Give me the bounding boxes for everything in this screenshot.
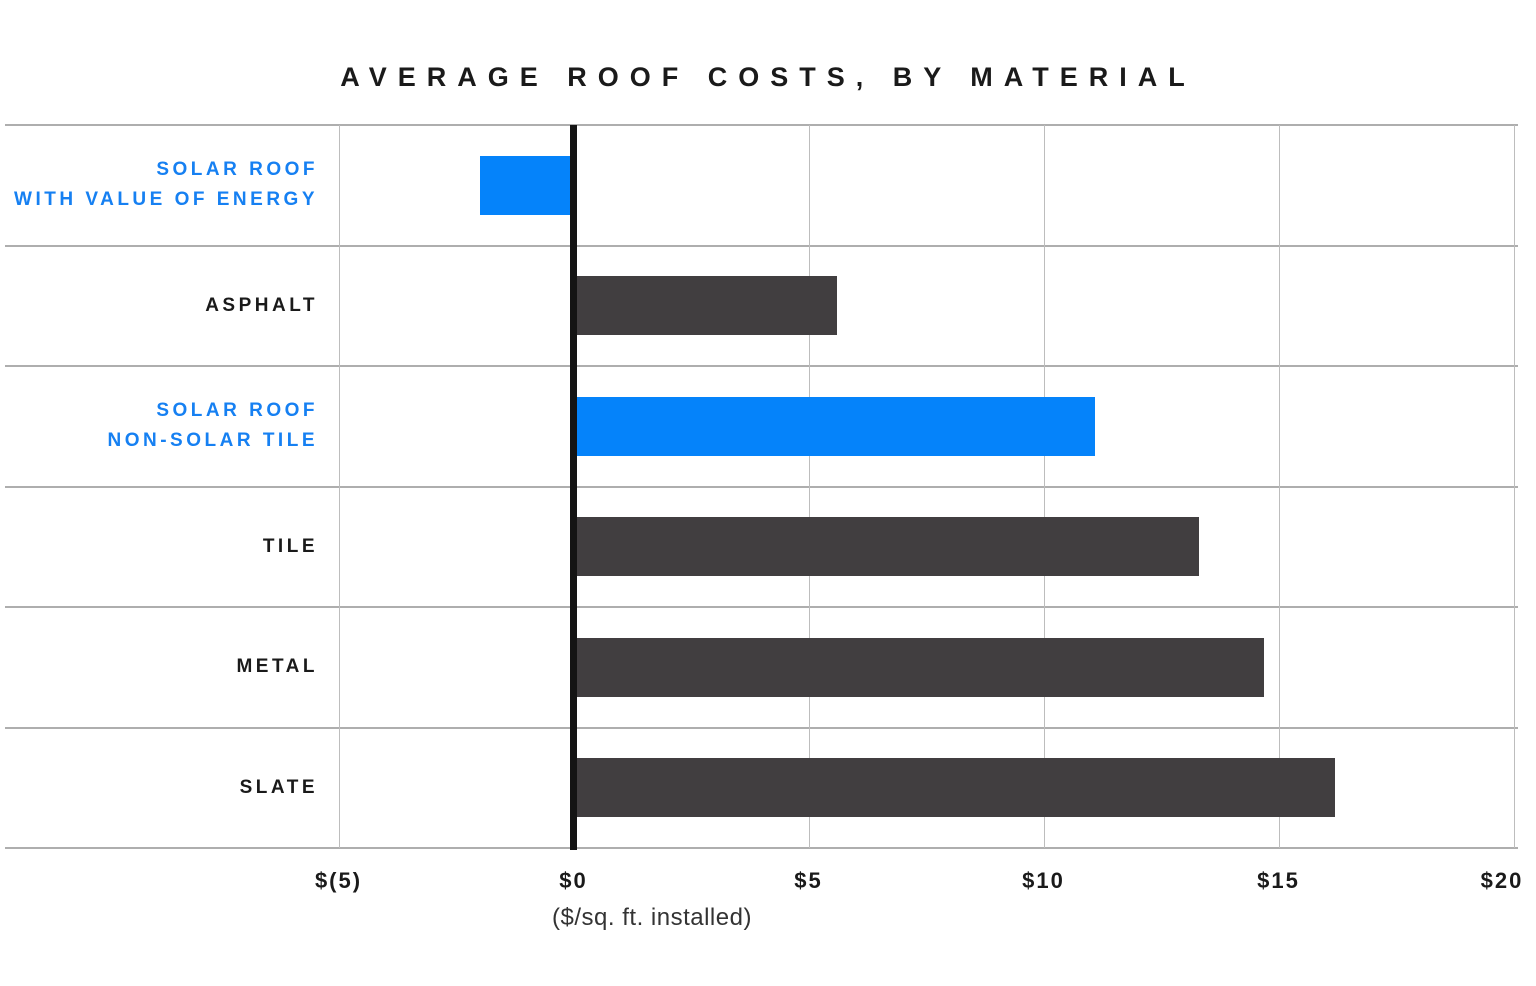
zero-axis-line	[570, 125, 577, 850]
category-label-line: WITH VALUE OF ENERGY	[14, 189, 318, 211]
gridline-10	[1043, 125, 1045, 848]
x-tick-label-5: $20	[1480, 868, 1524, 893]
category-label-tile: TILE	[0, 487, 318, 608]
category-label-line: SOLAR ROOF	[156, 400, 318, 422]
category-label-slate: SLATE	[0, 728, 318, 849]
row-separator-line	[5, 726, 1518, 729]
x-tick-label-2: $5	[794, 868, 823, 893]
category-label-line: ASPHALT	[205, 294, 318, 316]
row-separator-line	[5, 365, 1518, 367]
row-separator-line	[5, 485, 1518, 488]
x-tick-label-0: $(5)	[314, 868, 363, 893]
category-label-line: TILE	[262, 535, 318, 557]
x-axis-line	[5, 847, 1518, 849]
x-tick-label-1: $0	[559, 868, 588, 893]
category-label-line: SOLAR ROOF	[156, 159, 318, 181]
chart-title: AVERAGE ROOF COSTS, BY MATERIAL	[340, 62, 1196, 92]
gridline-20	[1513, 125, 1515, 848]
x-tick-label-3: $10	[1022, 868, 1065, 893]
category-label-line: METAL	[236, 656, 318, 678]
gridline-15	[1278, 125, 1280, 848]
category-label-line: SLATE	[239, 776, 318, 798]
row-separator-line	[5, 606, 1518, 608]
category-label-asphalt: ASPHALT	[0, 246, 318, 367]
bar-slate	[573, 758, 1335, 818]
bar-solar-roof-non-solar-tile	[573, 396, 1096, 456]
bar-tile	[573, 517, 1199, 577]
x-axis-unit-label: ($/sq. ft. installed)	[552, 904, 752, 931]
bar-metal	[573, 637, 1265, 697]
gridline-5	[808, 125, 810, 848]
category-label-solar-roof-non-solar-tile: SOLAR ROOF NON-SOLAR TILE	[0, 366, 318, 487]
bar-asphalt	[573, 276, 837, 336]
row-separator-line	[5, 244, 1518, 247]
gridline-5	[338, 125, 340, 848]
category-label-line: NON-SOLAR TILE	[107, 430, 318, 452]
x-tick-label-4: $15	[1257, 868, 1300, 893]
category-label-solar-roof-with-value-of-energy: SOLAR ROOF WITH VALUE OF ENERGY	[0, 125, 318, 246]
category-label-metal: METAL	[0, 607, 318, 728]
bar-solar-roof-with-value-of-energy	[479, 155, 574, 215]
row-separator-line	[5, 124, 1518, 126]
